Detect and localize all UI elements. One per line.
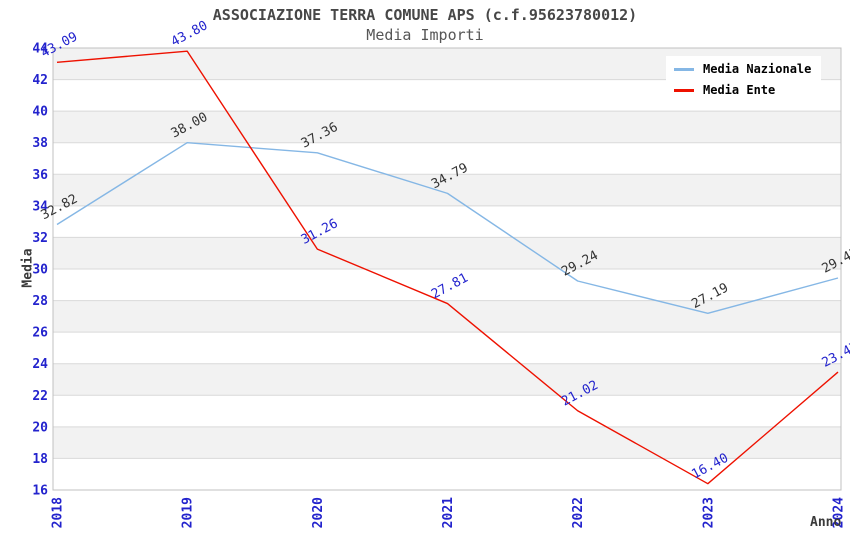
y-tick-label: 24 — [32, 357, 48, 372]
legend-swatch-media-nazionale-icon — [674, 67, 694, 71]
chart-title: ASSOCIAZIONE TERRA COMUNE APS (c.f.95623… — [212, 6, 638, 24]
legend-item-media-ente: Media Ente — [674, 83, 811, 97]
x-tick-label: 2024 — [832, 497, 847, 528]
plot-band — [53, 363, 841, 396]
data-label: 43.80 — [169, 18, 211, 50]
y-tick-label: 40 — [32, 105, 48, 120]
plot-border — [52, 47, 842, 491]
plot-band — [53, 111, 841, 143]
plot-band — [53, 300, 841, 333]
y-tick-label: 42 — [32, 73, 48, 88]
legend-item-media-nazionale: Media Nazionale — [674, 62, 811, 76]
plot-band — [53, 205, 841, 238]
legend-label: Media Ente — [703, 83, 776, 97]
plot-band — [53, 142, 841, 175]
x-tick-label: 2019 — [181, 497, 196, 528]
x-axis-title: Anno — [810, 515, 842, 530]
y-tick-label: 38 — [32, 136, 48, 151]
plot-band — [53, 237, 841, 269]
y-tick-label: 18 — [32, 452, 48, 467]
plot-band — [53, 395, 841, 427]
series-line-media-nazionale — [56, 142, 839, 315]
y-tick-label: 36 — [32, 168, 48, 183]
plot-band — [53, 458, 841, 490]
y-tick-label: 34 — [32, 199, 48, 214]
series-line-media-ente — [56, 50, 839, 485]
plot-band — [53, 332, 841, 364]
y-tick-label: 26 — [32, 326, 48, 341]
legend-label: Media Nazionale — [703, 62, 812, 76]
legend: Media Nazionale Media Ente — [666, 56, 822, 103]
x-tick-label: 2021 — [441, 497, 456, 528]
x-tick-label: 2023 — [701, 497, 716, 528]
y-tick-label: 16 — [32, 484, 48, 499]
plot-band — [53, 174, 841, 206]
y-tick-label: 30 — [32, 263, 48, 278]
x-tick-label: 2018 — [51, 497, 66, 528]
plot-band — [53, 269, 841, 301]
x-tick-label: 2022 — [571, 497, 586, 528]
y-axis-title: Media — [20, 248, 36, 288]
y-tick-label: 28 — [32, 294, 48, 309]
y-tick-label: 44 — [32, 42, 48, 57]
plot-band — [53, 426, 841, 459]
y-tick-label: 22 — [32, 389, 48, 404]
legend-swatch-media-ente-icon — [674, 88, 694, 92]
y-tick-label: 20 — [32, 420, 48, 435]
y-tick-label: 32 — [32, 231, 48, 246]
chart-subtitle: Media Importi — [366, 26, 484, 44]
x-tick-label: 2020 — [311, 497, 326, 528]
